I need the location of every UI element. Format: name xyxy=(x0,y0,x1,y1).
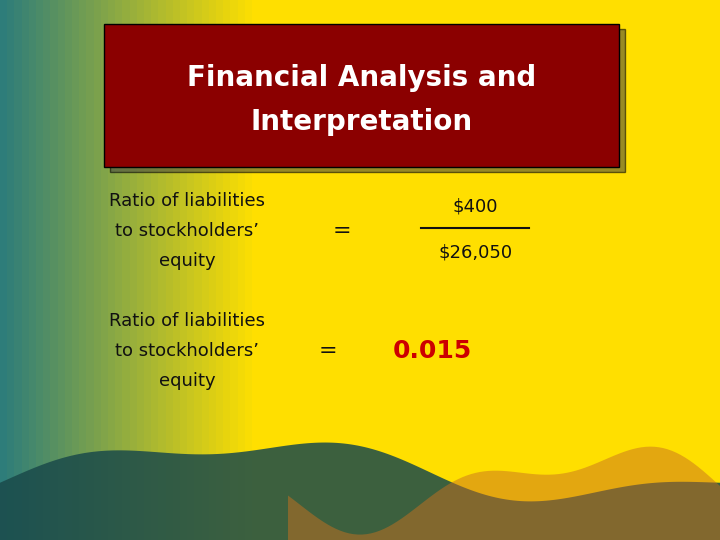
Text: Ratio of liabilities: Ratio of liabilities xyxy=(109,312,265,330)
Text: to stockholders’: to stockholders’ xyxy=(115,222,259,240)
Polygon shape xyxy=(288,447,720,540)
Polygon shape xyxy=(0,442,720,540)
Text: =: = xyxy=(333,221,351,241)
Text: Financial Analysis and: Financial Analysis and xyxy=(187,64,536,92)
Text: $26,050: $26,050 xyxy=(438,243,512,261)
Text: =: = xyxy=(318,341,337,361)
Text: to stockholders’: to stockholders’ xyxy=(115,342,259,360)
Text: equity: equity xyxy=(159,372,215,390)
FancyBboxPatch shape xyxy=(104,24,619,167)
Text: $400: $400 xyxy=(452,197,498,215)
Text: Interpretation: Interpretation xyxy=(251,107,473,136)
Text: Ratio of liabilities: Ratio of liabilities xyxy=(109,192,265,210)
FancyBboxPatch shape xyxy=(110,29,625,172)
Text: equity: equity xyxy=(159,252,215,271)
Text: 0.015: 0.015 xyxy=(392,339,472,363)
